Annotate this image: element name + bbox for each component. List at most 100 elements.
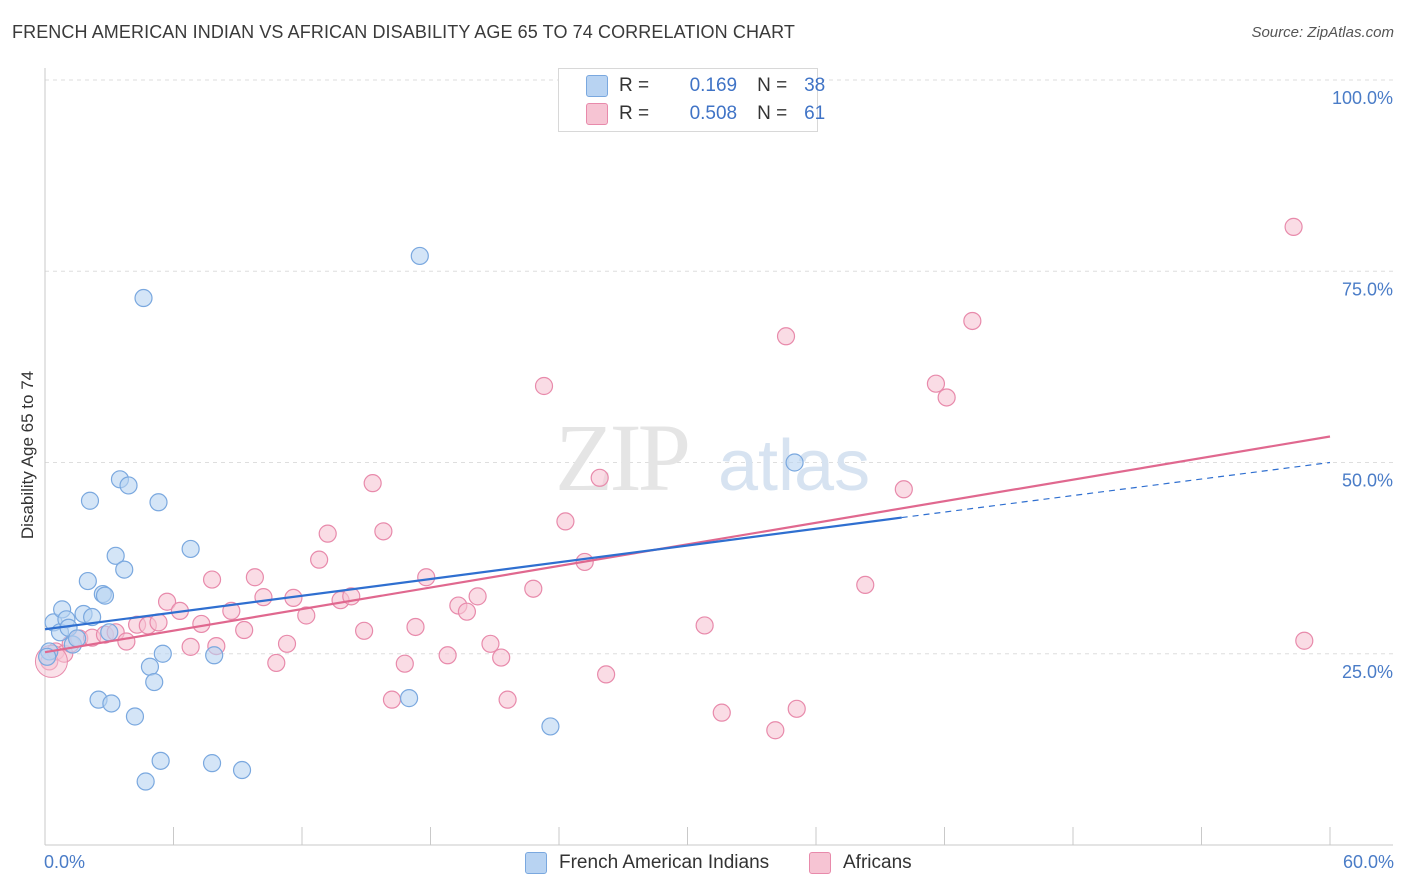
- africans-point: [926, 374, 946, 393]
- africans-point: [712, 703, 731, 722]
- africans-point: [1284, 217, 1303, 236]
- africans-point: [310, 550, 329, 569]
- legend-r-label: R =: [619, 103, 650, 124]
- legend-item-french-american-indians: French American Indians: [525, 852, 769, 874]
- africans-point: [498, 690, 517, 709]
- africans-point: [318, 524, 337, 543]
- africans-point: [181, 637, 200, 656]
- french-american-indians-trend-line: [44, 516, 902, 631]
- africans-point: [856, 575, 875, 595]
- legend-item-africans: Africans: [809, 852, 912, 874]
- africans-point: [937, 388, 956, 407]
- legend-swatch-blue: [525, 852, 547, 874]
- watermark: ZIP atlas: [555, 404, 870, 511]
- french-american-indians-point: [80, 491, 100, 510]
- legend-r-label: R =: [619, 75, 650, 96]
- french-american-indians-point: [149, 493, 168, 512]
- africans-point: [963, 311, 982, 331]
- french-american-indians-point: [78, 571, 97, 591]
- africans-point: [417, 568, 436, 587]
- africans-point: [382, 690, 402, 709]
- french-american-indians-point: [95, 586, 115, 605]
- africans-point: [556, 512, 575, 531]
- series-legend: French American Indians Africans: [0, 852, 1406, 878]
- french-american-indians-point: [68, 629, 87, 648]
- africans-point: [267, 653, 286, 673]
- africans-point: [590, 468, 609, 487]
- africans-point: [222, 601, 241, 621]
- africans-point: [438, 646, 457, 665]
- french-american-indians-point: [202, 754, 222, 773]
- french-american-indians-point: [541, 717, 560, 736]
- french-american-indians-point: [205, 646, 224, 665]
- y-tick-label: 25.0%: [1342, 662, 1393, 682]
- legend-n-label: N =: [757, 75, 788, 96]
- french-american-indians-point: [106, 546, 125, 565]
- africans-point: [374, 522, 393, 541]
- source-note: Source: ZipAtlas.com: [1251, 24, 1394, 41]
- french-american-indians-point: [140, 657, 160, 676]
- legend-swatch-pink: [586, 103, 608, 125]
- africans-point: [363, 474, 382, 493]
- french-american-indians-point: [115, 560, 134, 579]
- french-american-indians-point: [181, 539, 200, 559]
- africans-point: [157, 592, 177, 611]
- y-tick-label: 75.0%: [1342, 279, 1393, 299]
- africans-trend-line: [44, 435, 1331, 654]
- legend-r-value: 0.508: [689, 103, 738, 124]
- africans-point: [787, 699, 806, 718]
- y-axis-label: Disability Age 65 to 74: [18, 370, 37, 540]
- africans-point: [457, 602, 477, 621]
- trend-lines: [44, 435, 1331, 654]
- french-american-indians-point: [153, 644, 172, 663]
- french-american-indians-point: [151, 751, 170, 770]
- french-american-indians-point: [119, 476, 138, 495]
- y-tick-label: 50.0%: [1342, 471, 1393, 491]
- legend-n-value: 61: [804, 103, 826, 124]
- french-american-indians-point: [83, 607, 102, 627]
- africans-point: [355, 621, 374, 640]
- legend-n-label: N =: [757, 103, 788, 124]
- africans-point: [395, 654, 414, 673]
- french-american-indians-point: [134, 288, 153, 308]
- africans-point: [894, 480, 913, 499]
- french-american-indians-point: [399, 689, 419, 708]
- watermark-zip: ZIP: [555, 404, 688, 511]
- africans-point: [254, 588, 273, 607]
- french-american-indians-point: [145, 672, 164, 692]
- legend-label-africans: Africans: [843, 852, 912, 873]
- africans-point: [117, 632, 136, 651]
- x-tick-label-max: 60.0%: [1342, 852, 1394, 872]
- africans-point: [534, 376, 554, 396]
- y-tick-labels: 25.0% 50.0% 75.0% 100.0%: [1332, 88, 1393, 682]
- french-american-indians-point: [136, 772, 155, 791]
- legend-swatch-pink: [809, 852, 831, 874]
- legend-r-value: 0.169: [689, 75, 738, 96]
- french-american-indians-point: [125, 707, 145, 726]
- africans-point: [245, 568, 264, 587]
- africans-point: [481, 634, 500, 653]
- french-american-indians-point: [785, 453, 804, 472]
- french-american-indians-point: [410, 246, 429, 266]
- axes: [44, 68, 1393, 846]
- y-tick-label: 100.0%: [1332, 88, 1393, 108]
- french-american-indians-point: [102, 694, 121, 713]
- french-american-indians-points: [38, 246, 804, 791]
- french-american-indians-point: [100, 623, 119, 642]
- africans-point: [766, 721, 785, 740]
- africans-point: [297, 606, 316, 625]
- africans-point: [406, 617, 425, 637]
- africans-point: [468, 587, 487, 606]
- legend-swatch-blue: [586, 75, 608, 97]
- africans-point: [235, 620, 254, 640]
- french-american-indians-trend-extension: [901, 461, 1331, 519]
- africans-point: [695, 616, 714, 635]
- correlation-legend: R = 0.169 N = 38 R = 0.508 N = 61: [558, 68, 825, 132]
- french-american-indians-point: [38, 647, 57, 666]
- africans-point: [202, 570, 222, 589]
- africans-point: [1295, 631, 1314, 650]
- africans-point: [149, 613, 168, 632]
- legend-n-value: 38: [804, 75, 826, 96]
- x-tick-label-min: 0.0%: [44, 852, 86, 872]
